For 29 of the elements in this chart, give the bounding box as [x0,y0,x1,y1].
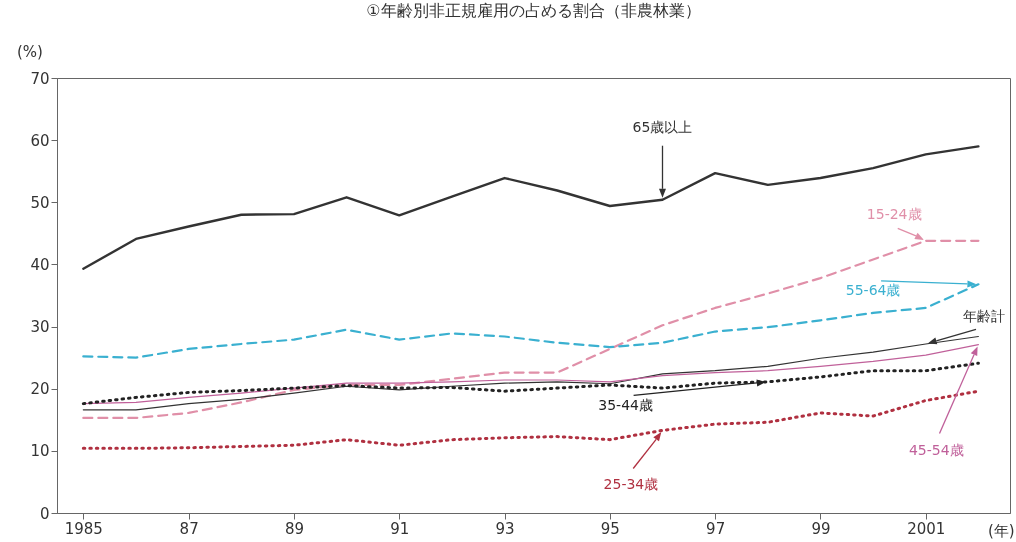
series-label: 年齢計 [962,308,1005,325]
series-label: 55-64歳 [845,281,901,298]
x-tick-label: 97 [706,519,726,538]
line-series [82,145,980,270]
y-axis-title: (%) [17,43,43,61]
series-label: 35-44歳 [598,397,653,414]
y-tick-label: 0 [39,504,50,523]
y-tick-label: 60 [30,131,50,150]
legend-label: 25-34歳 [603,476,659,493]
x-axis-title: (年) [988,522,1015,540]
x-tick-label: 2001 [907,519,946,538]
chart-title: ①年齢別非正規雇用の占める割合（非農林業） [366,1,701,20]
x-tick-label: 93 [495,519,515,538]
series-label: 15-24歳 [866,205,922,222]
y-tick-label: 50 [30,193,50,212]
y-tick-label: 40 [30,255,50,274]
y-tick-label: 70 [30,69,50,88]
text: 65歳以上 [632,118,693,135]
y-tick-label: 10 [30,442,50,461]
x-tick-label: 95 [600,519,620,538]
text: 45-54歳 [908,441,964,458]
line-series [82,335,980,411]
x-tick-label: 1985 [64,519,103,538]
x-tick-label: 91 [390,519,410,538]
y-tick-label: 20 [30,380,50,399]
x-tick-label: 89 [284,519,304,538]
x-tick-label: 87 [179,519,199,538]
x-tick-label: 99 [811,519,831,538]
y-tick-label: 30 [30,318,50,337]
